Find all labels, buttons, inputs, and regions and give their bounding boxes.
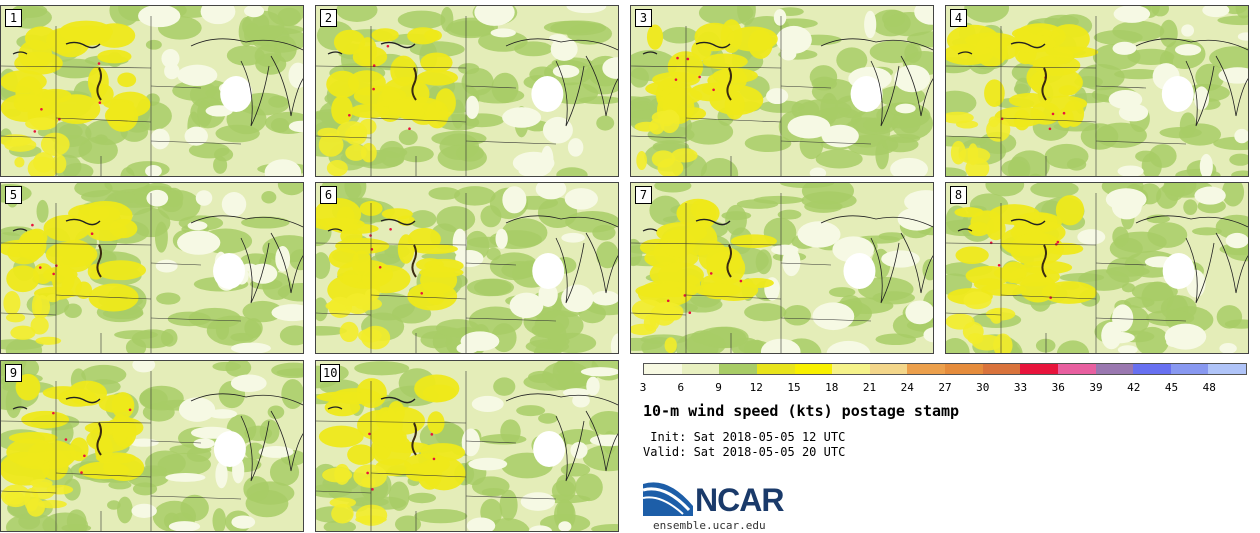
colorbar [643,363,1247,375]
colorbar-segment [869,364,908,374]
colorbar-segment [719,364,757,374]
member-panel-2: 2 [315,5,619,177]
member-panel-5: 5 [0,182,304,354]
colorbar-segment [1170,364,1209,374]
wind-map [316,6,618,176]
colorbar-tick-label: 6 [677,381,685,394]
member-panel-3: 3 [630,5,934,177]
wind-map [1,6,303,176]
site-url: ensemble.ucar.edu [653,519,766,532]
figure-title: 10-m wind speed (kts) postage stamp [643,402,960,420]
colorbar-tick-label: 15 [787,381,801,394]
colorbar-tick-label: 45 [1164,381,1179,394]
colorbar-segment [681,364,720,374]
colorbar-segment [794,364,833,374]
wind-map [946,183,1248,353]
wind-map [316,361,618,531]
colorbar-segment [1020,364,1058,374]
member-label: 10 [320,364,341,382]
valid-time: Valid: Sat 2018-05-05 20 UTC [643,445,846,459]
member-label: 8 [950,186,967,204]
colorbar-tick-label: 36 [1051,381,1065,394]
colorbar-tick-label: 21 [862,381,877,394]
colorbar-segment [1095,364,1134,374]
wind-map [316,183,618,353]
member-panel-9: 9 [0,360,304,532]
member-label: 2 [320,9,337,27]
member-panel-7: 7 [630,182,934,354]
member-panel-1: 1 [0,5,304,177]
init-time: Init: Sat 2018-05-05 12 UTC [643,430,846,444]
member-label: 3 [635,9,652,27]
member-label: 1 [5,9,22,27]
wind-map [631,183,933,353]
colorbar-segment [1208,364,1246,374]
colorbar-tick-label: 24 [900,381,914,394]
colorbar-tick-label: 42 [1127,381,1141,394]
member-label: 9 [5,364,22,382]
colorbar-segment [1133,364,1171,374]
wind-map [1,361,303,531]
member-panel-4: 4 [945,5,1249,177]
colorbar-tick-label: 33 [1013,381,1028,394]
colorbar-tick-label: 18 [825,381,839,394]
wind-map [946,6,1248,176]
member-panel-10: 10 [315,360,619,532]
wind-map [631,6,933,176]
member-label: 6 [320,186,337,204]
logo-name: NCAR [695,482,784,518]
colorbar-tick-label: 9 [715,381,722,394]
member-panel-6: 6 [315,182,619,354]
member-label: 4 [950,9,967,27]
colorbar-segment [832,364,870,374]
member-label: 7 [635,186,652,204]
colorbar-segment [982,364,1021,374]
ncar-logo-icon [643,482,693,516]
wind-map [1,183,303,353]
colorbar-segment [756,364,795,374]
colorbar-tick-label: 39 [1089,381,1103,394]
member-label: 5 [5,186,22,204]
member-panel-8: 8 [945,182,1249,354]
colorbar-tick-label: 48 [1202,381,1216,394]
colorbar-tick-label: 12 [749,381,763,394]
colorbar-tick-label: 3 [639,381,647,394]
colorbar-tick-label: 30 [976,381,990,394]
colorbar-segment [907,364,945,374]
colorbar-tick-label: 27 [938,381,952,394]
colorbar-segment [644,364,682,374]
colorbar-segment [1057,364,1096,374]
colorbar-segment [945,364,983,374]
